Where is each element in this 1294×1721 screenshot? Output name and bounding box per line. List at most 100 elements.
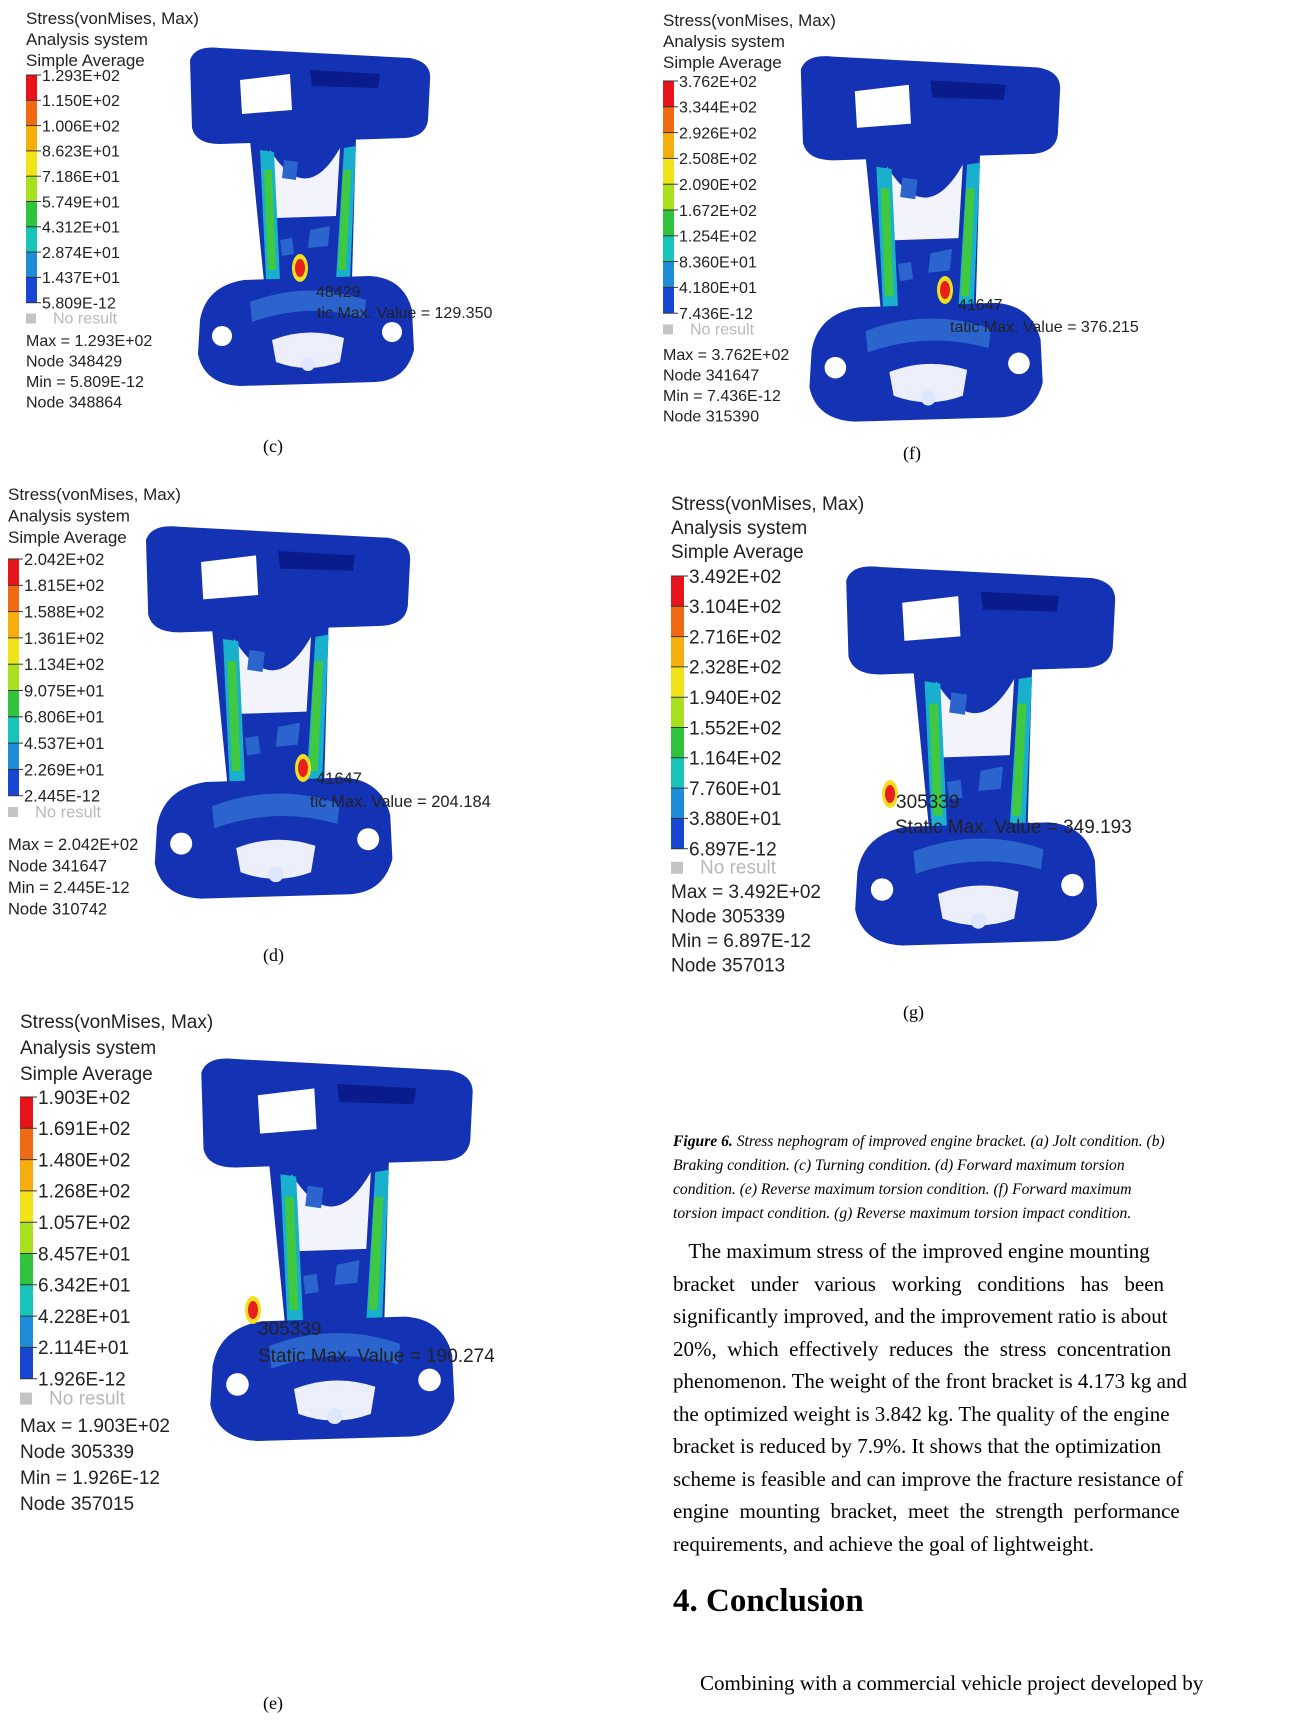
legend-color-band [20,1128,33,1160]
max-min-stat: Node 357015 [20,1494,134,1515]
panel-label-c: (c) [263,436,283,456]
left-rib-core [880,188,894,297]
bracket-mesh [800,56,1061,422]
figure-caption-text: Stress nephogram of improved engine brac… [732,1133,1165,1150]
bracket-mesh [146,526,411,899]
legend-color-band [663,261,674,288]
plate-window [240,74,292,114]
figure-caption-line: Figure 6. Stress nephogram of improved e… [673,1130,1293,1154]
legend-tick-label: 2.926E+02 [679,125,757,142]
right-rib-core [1011,703,1027,816]
legend-color-band [8,716,19,744]
legend-color-band [26,176,37,202]
max-min-stat: Max = 1.903E+02 [20,1416,170,1437]
legend-color-band [26,125,37,151]
static-max-annotation: tatic Max. Value = 376.215 [950,319,1139,336]
bracket-mesh [201,1058,473,1441]
max-min-stat: Min = 2.445E-12 [8,879,130,897]
legend-color-band [663,184,674,210]
mesh-patch [280,238,294,256]
right-rib-core [368,1196,384,1310]
mesh-patch [978,766,1003,791]
legend-tick-label: 1.268E+02 [38,1182,130,1203]
legend-color-band [20,1253,33,1285]
legend-color-band [663,81,674,107]
max-node-annotation: 48429 [316,284,361,301]
panel-label-d: (d) [263,945,284,965]
legend-header-line: Simple Average [663,53,782,72]
web-cutout [887,164,963,241]
mesh-patch [247,650,265,672]
legend-color-band [663,132,674,159]
legend-color-band [671,757,684,789]
top-plate [201,1058,473,1168]
legend-tick-label: 5.749E+01 [42,194,120,211]
max-min-stat: Max = 3.762E+02 [663,347,789,364]
bolt-hole [382,322,402,342]
legend-color-band [8,611,19,638]
mount-band [865,318,991,353]
section-heading: 4. Conclusion [673,1583,864,1619]
max-min-stat: Node 341647 [8,858,107,876]
body-paragraph: The maximum stress of the improved engin… [673,1235,1294,1560]
legend-tick-label: 1.926E-12 [38,1370,126,1391]
legend-tick-label: 2.090E+02 [679,177,757,194]
bolt-hole [870,878,894,901]
legend-color-band [671,576,684,607]
mount-cutout [889,363,968,403]
stress-plot-c: Stress(vonMises, Max) Analysis system Simp… [0,0,620,440]
right-rib-core [338,170,351,270]
max-min-stat: Min = 1.926E-12 [20,1468,160,1489]
legend-color-band [26,75,37,101]
web-cutout [935,678,1015,758]
legend-color-band [663,158,674,185]
legend-tick-label: 4.180E+01 [679,280,757,297]
legend-tick-label: 1.437E+01 [42,270,120,287]
max-min-stat: Node 348429 [26,354,122,371]
max-min-stat: Node 305339 [20,1442,134,1463]
legend-color-band [8,743,19,770]
max-min-stat: Min = 7.436E-12 [663,388,781,405]
legend-tick-label: 2.874E+01 [42,245,120,262]
max-node-annotation: 305339 [896,792,959,813]
mesh-patch [334,1260,360,1286]
legend-tick-label: 3.104E+02 [689,597,781,618]
mesh-patch [947,779,963,800]
legend-header-line: Stress(vonMises, Max) [671,494,864,515]
legend-tick-label: 2.328E+02 [689,658,781,679]
legend-color-band [8,637,19,665]
hotspot-core [940,281,950,299]
max-min-stat: Max = 2.042E+02 [8,836,138,854]
max-node-annotation: 41647 [958,297,1003,314]
left-rib-core [929,703,943,816]
mesh-patch [900,177,918,200]
bracket-mesh [846,566,1116,946]
legend-tick-label: 6.342E+01 [38,1276,130,1297]
legend-tick-label: 1.150E+02 [42,93,120,110]
panel-label-g: (g) [903,1002,924,1022]
legend-color-band [671,697,684,728]
mesh-patch [303,1273,319,1295]
legend-color-band [20,1222,33,1254]
legend-tick-label: 1.057E+02 [38,1213,130,1234]
legend-tick-label: 9.075E+01 [24,682,104,700]
mount-cutout [293,1380,376,1421]
legend-color-band [26,226,37,253]
legend-header-line: Simple Average [671,542,804,563]
figure-label: Figure 6. [673,1133,733,1150]
legend-tick-label: 7.760E+01 [689,779,781,800]
legend-color-band [8,690,19,717]
panel-label-f: (f) [903,443,921,463]
legend-color-band [20,1347,33,1379]
figure-caption: Figure 6. Stress nephogram of improved e… [673,1130,1293,1226]
legend-color-band [671,666,684,698]
mount-band [269,1333,401,1369]
legend-tick-label: 1.480E+02 [38,1150,130,1171]
legend-tick-label: 1.903E+02 [38,1088,130,1109]
legend-color-band [26,100,37,126]
mesh-patch [245,735,261,756]
no-result-swatch [20,1392,32,1405]
no-result-label: No result [700,858,777,879]
stress-plot-d-svg: Stress(vonMises, Max) Analysis system Simp… [8,485,491,919]
stress-plot-c-svg: Stress(vonMises, Max) Analysis system Simp… [26,9,492,412]
